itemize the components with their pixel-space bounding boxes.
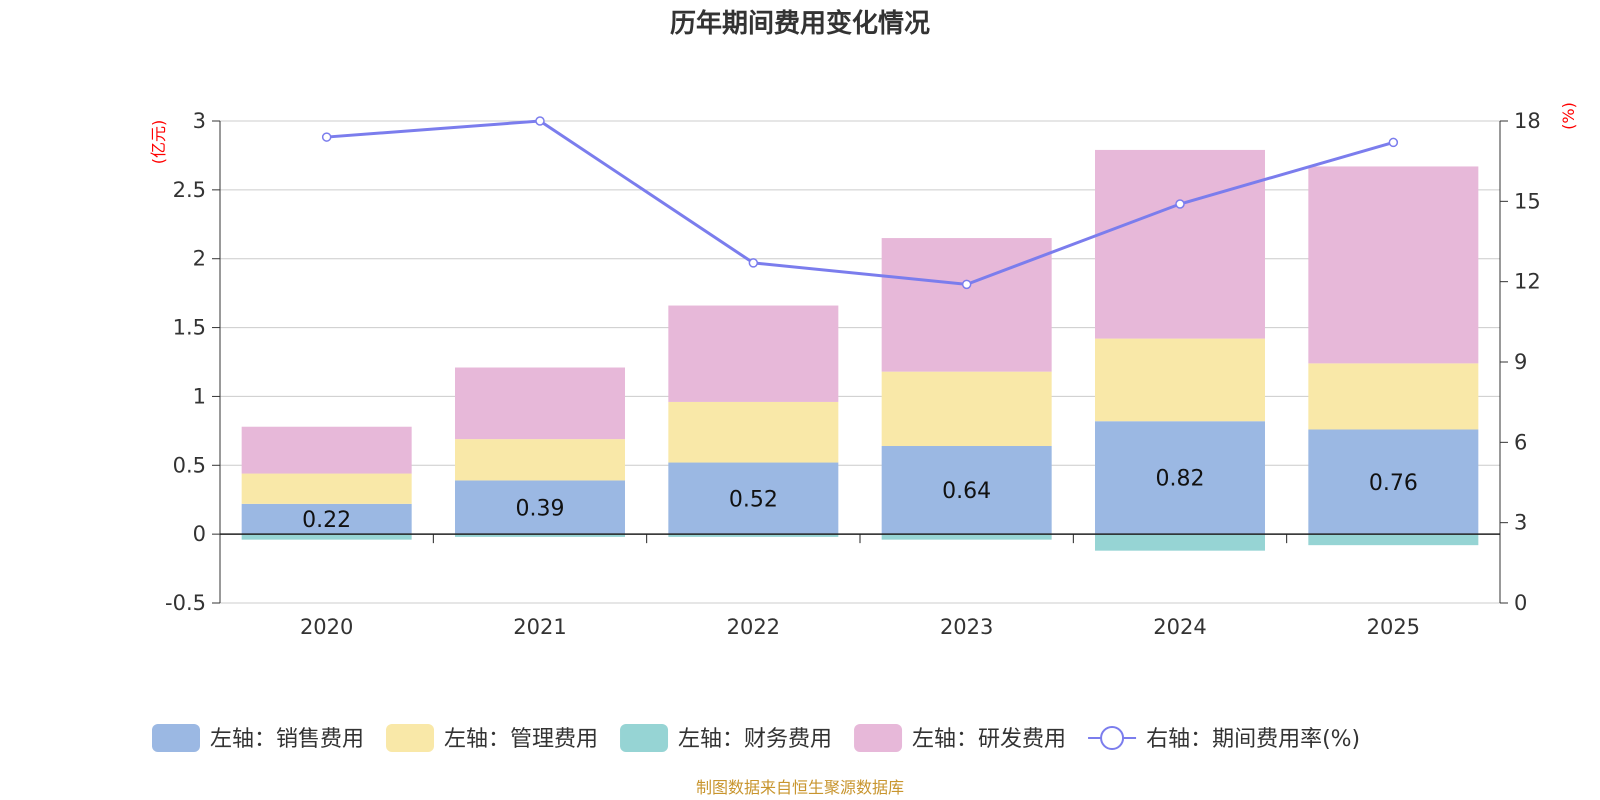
- x-tick-label-2025: 2025: [1367, 615, 1420, 639]
- bar-s2-2020: [241, 534, 412, 540]
- bar-s0-2020: [241, 503, 412, 535]
- axes-layer: -0.5 0 0.5 1 1.5 2 2.5 3 0 3 6 9 12 15 18 2020 2021 2022 2…: [165, 109, 1541, 639]
- left-tick-label-0: -0.5: [165, 591, 206, 615]
- data-label-2023: 0.64: [942, 479, 991, 504]
- rate-point-2023: [961, 279, 972, 290]
- bar-s3-2020: [241, 426, 412, 474]
- rate-point-2025: [1388, 137, 1399, 148]
- legend-swatch-2: [620, 724, 669, 752]
- rate-point-2021: [535, 116, 545, 126]
- bar-s0-2023: [881, 446, 1052, 535]
- rate-point-2022: [748, 258, 759, 268]
- right-tick-label-3: 9: [1514, 350, 1527, 374]
- rate-line-layer: [321, 116, 1399, 290]
- legend-label-3: 左轴：研发费用: [912, 727, 1066, 752]
- bar-s1-2023: [881, 371, 1052, 447]
- bar-s0-2022: [668, 462, 839, 535]
- rate-line: [326, 119, 1394, 286]
- bar-s1-2021: [455, 439, 625, 481]
- source-note: 制图数据来自恒生聚源数据库: [696, 778, 904, 797]
- left-tick-label-7: 3: [193, 109, 206, 133]
- bar-s0-2021: [455, 480, 625, 535]
- right-tick-label-0: 0: [1514, 591, 1527, 615]
- x-tick-label-2022: 2022: [727, 615, 780, 639]
- x-tick-label-2023: 2023: [940, 615, 993, 639]
- legend-label-2: 左轴：财务费用: [678, 727, 832, 752]
- right-axis-unit: (%): [1559, 102, 1578, 130]
- bars-layer: [241, 149, 1479, 551]
- legend-swatch-1: [386, 724, 435, 752]
- legend-label-1: 左轴：管理费用: [444, 727, 598, 752]
- left-tick-label-4: 1.5: [173, 316, 206, 340]
- rate-point-2024: [1175, 199, 1185, 209]
- bar-s3-2022: [668, 305, 839, 402]
- bar-s3-2021: [455, 367, 625, 440]
- bar-s1-2024: [1095, 338, 1265, 422]
- right-tick-label-4: 12: [1514, 270, 1541, 294]
- data-label-2020: 0.22: [302, 508, 351, 533]
- x-tick-label-2021: 2021: [513, 615, 566, 639]
- right-tick-label-2: 6: [1514, 430, 1527, 454]
- data-label-2021: 0.39: [516, 496, 565, 521]
- left-axis-unit: (亿元): [149, 120, 168, 165]
- legend-label-0: 左轴：销售费用: [210, 727, 364, 752]
- bar-s2-2024: [1095, 534, 1265, 551]
- left-tick-label-1: 0: [193, 522, 206, 546]
- bar-s2-2023: [881, 534, 1052, 540]
- legend-swatch-0: [152, 724, 200, 752]
- x-tick-label-2020: 2020: [300, 615, 353, 639]
- bar-s3-2025: [1308, 166, 1479, 364]
- bar-s1-2020: [241, 473, 412, 504]
- legend: 左轴：销售费用 左轴：管理费用 左轴：财务费用 左轴：研发费用 右轴：期间费用率(%): [152, 724, 1360, 752]
- right-tick-label-5: 15: [1514, 189, 1541, 213]
- left-tick-label-6: 2.5: [173, 178, 206, 202]
- right-tick-label-6: 18: [1514, 109, 1541, 133]
- bar-s0-2025: [1308, 429, 1479, 535]
- data-labels-layer: 0.22 0.39 0.52 0.64 0.82 0.76: [302, 467, 1418, 533]
- right-tick-label-1: 3: [1514, 511, 1527, 535]
- left-tick-label-3: 1: [193, 384, 206, 408]
- data-label-2024: 0.82: [1156, 467, 1205, 492]
- rate-point-2020: [321, 132, 332, 142]
- legend-circle-marker: [1100, 726, 1125, 750]
- bar-s2-2021: [455, 534, 625, 537]
- grid-lines: [220, 120, 1500, 604]
- left-tick-label-2: 0.5: [173, 453, 206, 477]
- bar-s1-2022: [668, 401, 839, 463]
- bar-s0-2024: [1095, 421, 1265, 535]
- legend-swatch-3: [854, 724, 903, 752]
- bar-s3-2024: [1095, 149, 1265, 339]
- bar-s2-2025: [1308, 534, 1479, 546]
- legend-label-4: 右轴：期间费用率(%): [1146, 727, 1360, 752]
- data-label-2022: 0.52: [729, 487, 778, 512]
- x-tick-label-2024: 2024: [1153, 615, 1206, 639]
- data-label-2025: 0.76: [1369, 471, 1418, 496]
- chart-title: 历年期间费用变化情况: [670, 8, 930, 39]
- left-tick-label-5: 2: [193, 247, 206, 271]
- bar-s3-2023: [881, 238, 1052, 372]
- bar-s2-2022: [668, 534, 839, 537]
- bar-s1-2025: [1308, 363, 1479, 430]
